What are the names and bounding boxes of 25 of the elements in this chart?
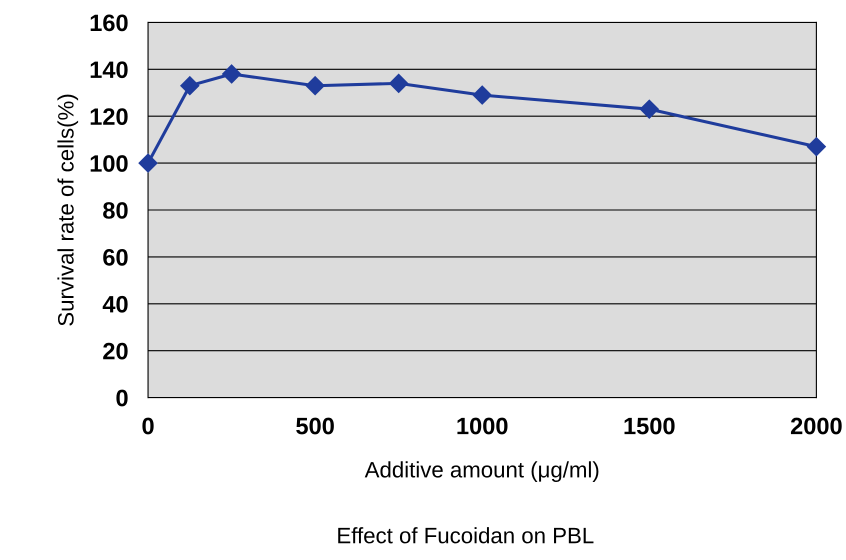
y-axis-title: Survival rate of cells(%)	[57, 94, 78, 326]
point	[138, 154, 158, 173]
point	[472, 86, 492, 105]
y-tick-label: 20	[103, 342, 128, 360]
x-tick-label: 1500	[624, 418, 675, 434]
y-tick-label: 160	[90, 14, 128, 32]
y-tick-label: 60	[103, 248, 128, 266]
y-tick-label: 140	[90, 61, 128, 78]
y-tick-label: 0	[116, 390, 128, 406]
y-tick-label: 40	[102, 296, 128, 313]
point	[389, 74, 408, 93]
x-tick-label: 0	[142, 418, 154, 434]
point	[222, 64, 242, 84]
point	[806, 137, 826, 156]
text: Effect of Fucoidan on PBL	[338, 527, 594, 544]
x-tick-label: 1000	[457, 418, 508, 434]
x-tick-label: 500	[296, 418, 334, 434]
point	[180, 76, 200, 96]
x-axis-title: Additive amount (μg/ml)	[364, 461, 598, 482]
point	[306, 76, 325, 96]
y-tick-label: 120	[90, 108, 128, 125]
x-tick-label: 2000	[790, 418, 842, 434]
point	[640, 100, 659, 119]
y-tick-label: 80	[103, 202, 128, 219]
y-tick-label: 100	[90, 155, 128, 172]
